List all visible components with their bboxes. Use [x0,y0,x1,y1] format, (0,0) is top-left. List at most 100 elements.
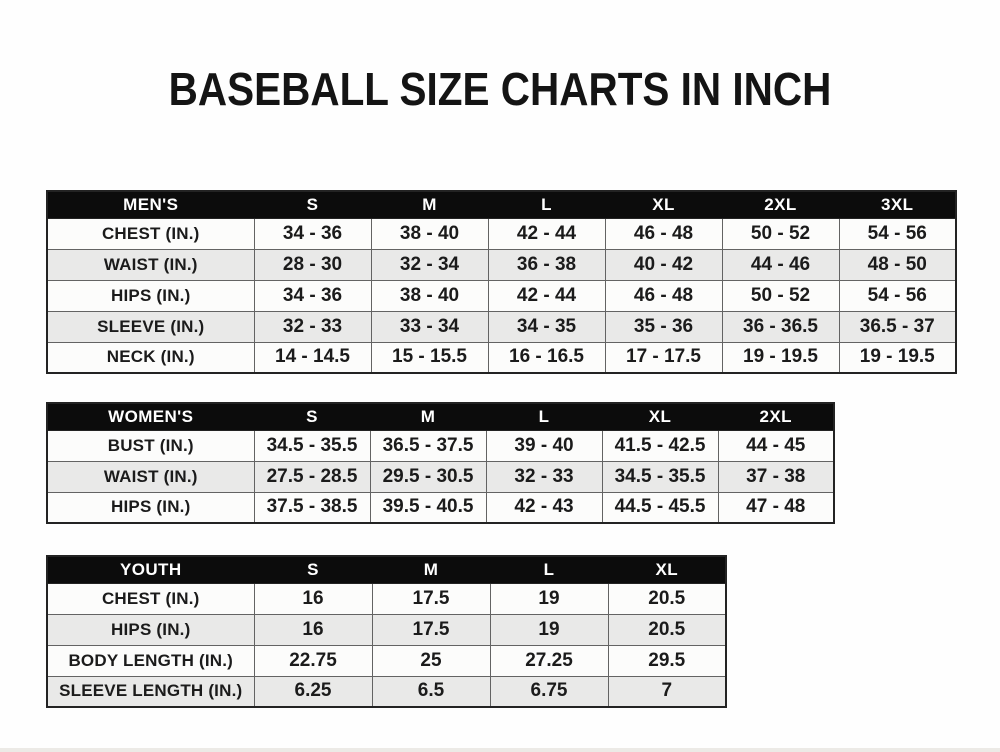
size-value-cell: 19 - 19.5 [838,341,957,374]
measurement-label-cell: BODY LENGTH (IN.) [46,644,255,677]
size-value-cell: 36 - 36.5 [721,310,840,343]
size-header-cell: XL [607,555,727,584]
measurement-label-cell: HIPS (IN.) [46,613,255,646]
size-value-cell: 47 - 48 [717,491,835,524]
table-row: BODY LENGTH (IN.) 22.75 25 27.25 29.5 [46,644,727,677]
measurement-label-cell: WAIST (IN.) [46,460,255,493]
header-row: YOUTH S M L XL [46,555,727,584]
page-title: BASEBALL SIZE CHARTS IN INCH [168,63,832,115]
size-header-cell: XL [604,190,723,219]
size-value-cell: 6.75 [489,675,609,708]
size-value-cell: 34 - 36 [253,217,372,250]
size-header-cell: XL [601,402,719,431]
size-value-cell: 16 [253,613,373,646]
size-value-cell: 44 - 45 [717,429,835,462]
size-value-cell: 37 - 38 [717,460,835,493]
size-value-cell: 42 - 43 [485,491,603,524]
measurement-label-cell: CHEST (IN.) [46,582,255,615]
size-header-cell: S [253,190,372,219]
size-value-cell: 17.5 [371,582,491,615]
measurement-label-cell: BUST (IN.) [46,429,255,462]
table-row: CHEST (IN.) 34 - 36 38 - 40 42 - 44 46 - 48 5… [46,217,957,250]
size-header-cell: 2XL [721,190,840,219]
table-row: HIPS (IN.) 16 17.5 19 20.5 [46,613,727,646]
size-value-cell: 42 - 44 [487,217,606,250]
size-value-cell: 46 - 48 [604,217,723,250]
table-row: SLEEVE LENGTH (IN.) 6.25 6.5 6.75 7 [46,675,727,708]
header-row: MEN'S S M L XL 2XL 3XL [46,190,957,219]
table-row: WAIST (IN.) 27.5 - 28.5 29.5 - 30.5 32 - 33… [46,460,835,493]
size-header-cell: M [370,190,489,219]
measurement-label-cell: SLEEVE (IN.) [46,310,255,343]
table-row: HIPS (IN.) 37.5 - 38.5 39.5 - 40.5 42 - 43 4… [46,491,835,524]
measurement-label-cell: SLEEVE LENGTH (IN.) [46,675,255,708]
size-header-cell: M [369,402,487,431]
measurement-label-cell: HIPS (IN.) [46,491,255,524]
size-value-cell: 15 - 15.5 [370,341,489,374]
size-value-cell: 28 - 30 [253,248,372,281]
header-row: WOMEN'S S M L XL 2XL [46,402,835,431]
size-value-cell: 36.5 - 37.5 [369,429,487,462]
size-header-cell: S [253,555,373,584]
size-value-cell: 41.5 - 42.5 [601,429,719,462]
size-value-cell: 14 - 14.5 [253,341,372,374]
size-value-cell: 27.25 [489,644,609,677]
size-value-cell: 16 - 16.5 [487,341,606,374]
size-header-cell: L [489,555,609,584]
size-header-cell: S [253,402,371,431]
size-header-cell: 2XL [717,402,835,431]
size-header-cell: M [371,555,491,584]
size-value-cell: 22.75 [253,644,373,677]
size-value-cell: 19 [489,613,609,646]
size-value-cell: 50 - 52 [721,217,840,250]
size-value-cell: 32 - 33 [253,310,372,343]
size-value-cell: 7 [607,675,727,708]
size-value-cell: 17 - 17.5 [604,341,723,374]
size-value-cell: 20.5 [607,613,727,646]
youth-size-table: YOUTH S M L XL CHEST (IN.) 16 17.5 19 20.5 HIPS (I… [46,555,727,708]
size-value-cell: 32 - 33 [485,460,603,493]
size-value-cell: 20.5 [607,582,727,615]
size-value-cell: 32 - 34 [370,248,489,281]
table-row: CHEST (IN.) 16 17.5 19 20.5 [46,582,727,615]
table-title-cell: WOMEN'S [46,402,255,431]
size-value-cell: 6.25 [253,675,373,708]
size-header-cell: L [485,402,603,431]
size-value-cell: 25 [371,644,491,677]
size-value-cell: 39 - 40 [485,429,603,462]
table-title-cell: YOUTH [46,555,255,584]
size-header-cell: 3XL [838,190,957,219]
size-value-cell: 17.5 [371,613,491,646]
size-value-cell: 39.5 - 40.5 [369,491,487,524]
table-row: WAIST (IN.) 28 - 30 32 - 34 36 - 38 40 - 42 4… [46,248,957,281]
size-value-cell: 37.5 - 38.5 [253,491,371,524]
size-value-cell: 36 - 38 [487,248,606,281]
size-value-cell: 50 - 52 [721,279,840,312]
table-title-cell: MEN'S [46,190,255,219]
size-value-cell: 34.5 - 35.5 [601,460,719,493]
size-header-cell: L [487,190,606,219]
scan-edge-artifact [0,748,1000,752]
size-value-cell: 29.5 - 30.5 [369,460,487,493]
size-value-cell: 42 - 44 [487,279,606,312]
measurement-label-cell: WAIST (IN.) [46,248,255,281]
size-value-cell: 34 - 35 [487,310,606,343]
size-value-cell: 34 - 36 [253,279,372,312]
measurement-label-cell: NECK (IN.) [46,341,255,374]
size-value-cell: 46 - 48 [604,279,723,312]
size-value-cell: 54 - 56 [838,217,957,250]
size-value-cell: 44.5 - 45.5 [601,491,719,524]
size-value-cell: 33 - 34 [370,310,489,343]
size-value-cell: 44 - 46 [721,248,840,281]
size-value-cell: 54 - 56 [838,279,957,312]
size-value-cell: 19 - 19.5 [721,341,840,374]
size-value-cell: 29.5 [607,644,727,677]
size-value-cell: 6.5 [371,675,491,708]
size-value-cell: 36.5 - 37 [838,310,957,343]
size-value-cell: 16 [253,582,373,615]
table-row: BUST (IN.) 34.5 - 35.5 36.5 - 37.5 39 - 40 4… [46,429,835,462]
womens-size-table: WOMEN'S S M L XL 2XL BUST (IN.) 34.5 - 35.5 36.5… [46,402,835,524]
size-value-cell: 19 [489,582,609,615]
table-row: NECK (IN.) 14 - 14.5 15 - 15.5 16 - 16.5 17 … [46,341,957,374]
